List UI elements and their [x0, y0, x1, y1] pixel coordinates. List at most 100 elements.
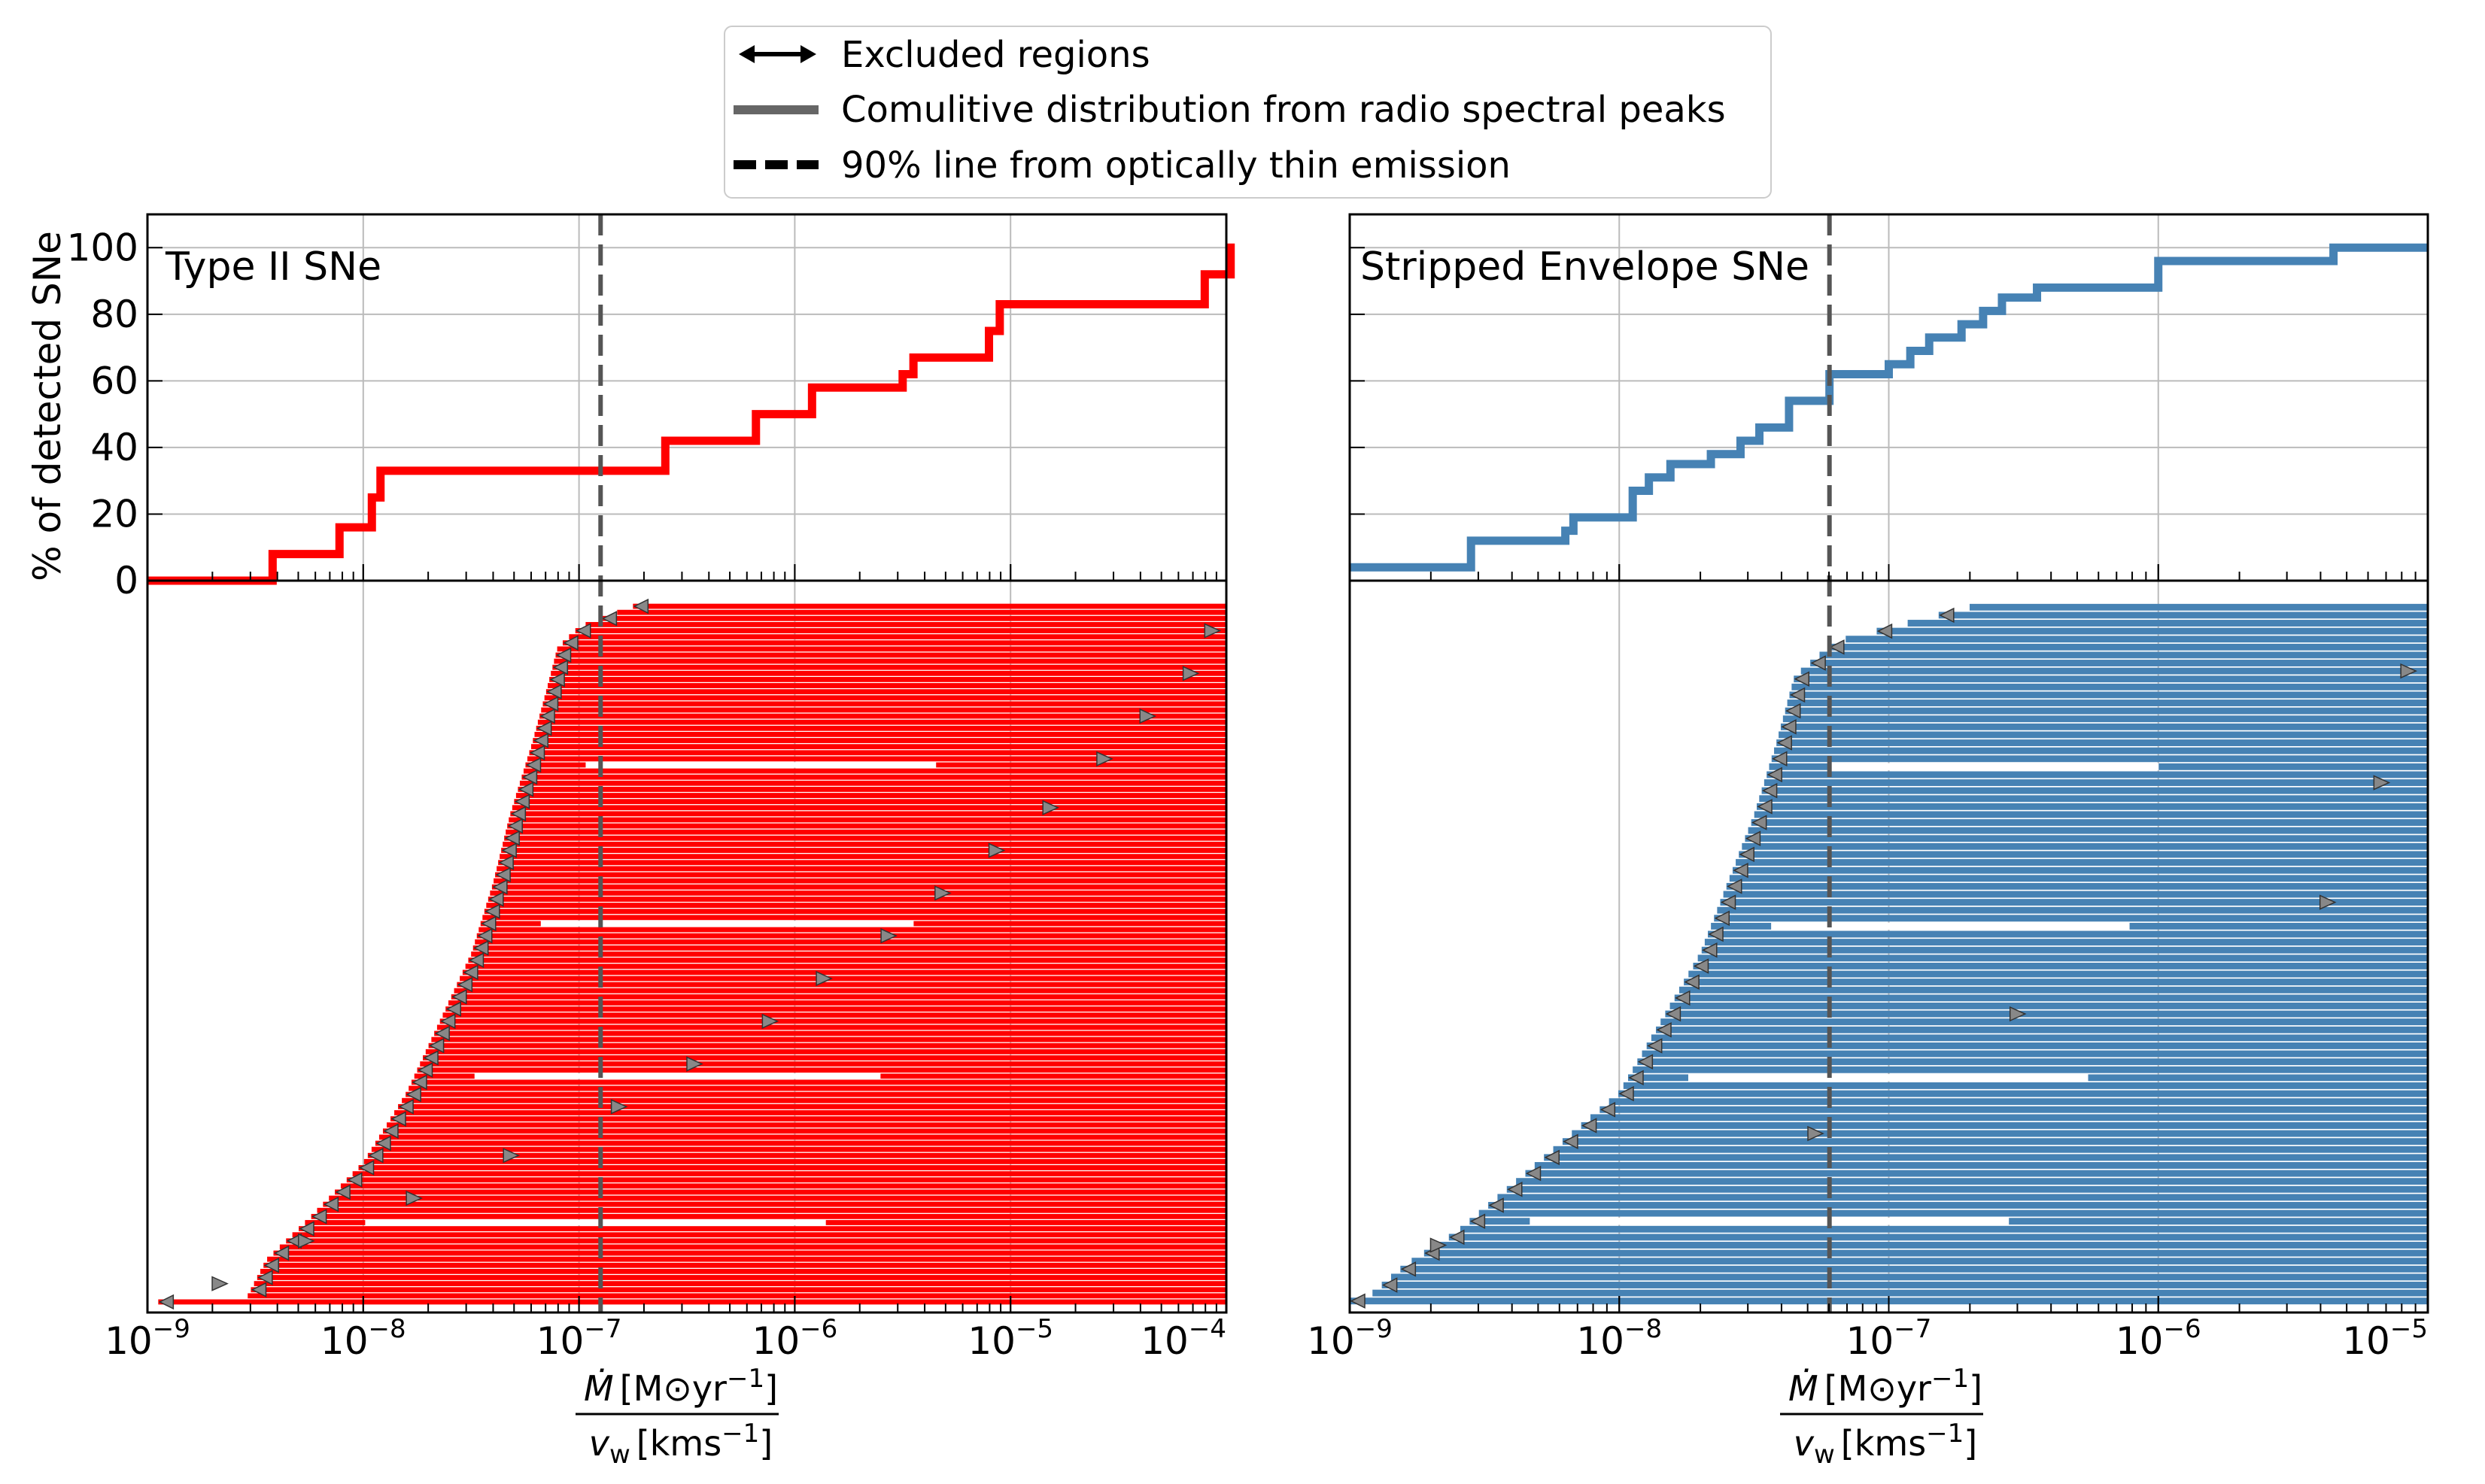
- upper-limit-bar: [548, 683, 1226, 688]
- upper-limit-bar: [1633, 1066, 2428, 1073]
- upper-limit-bar: [1488, 1202, 2428, 1209]
- left-arrow-marker: [533, 733, 549, 748]
- left-arrow-marker: [1714, 910, 1730, 927]
- right-arrow-marker: [610, 1099, 628, 1115]
- upper-limit-bar: [248, 1293, 1226, 1299]
- upper-limit-bar: [406, 1091, 1226, 1097]
- upper-limit-bar: [484, 909, 1226, 915]
- x-tick-label: 10−8: [320, 1314, 406, 1363]
- left-arrow-marker: [576, 623, 591, 639]
- left-arrow-marker: [514, 794, 530, 809]
- x-axis-label-right: Ṁ [M⊙yr−1] vw [kms−1]: [1780, 1364, 1983, 1470]
- left-arrow-marker: [473, 940, 489, 956]
- y-tick-label: 20: [90, 492, 138, 536]
- upper-limit-bar: [460, 976, 1226, 982]
- left-arrow-marker: [1488, 1197, 1504, 1213]
- left-arrow-marker: [1939, 607, 1955, 624]
- upper-limit-bar: [529, 750, 1226, 756]
- upper-limit-bar: [498, 860, 1226, 866]
- x-label-numerator: Ṁ [M⊙yr−1]: [1788, 1364, 1982, 1409]
- upper-limit-bar: [390, 1116, 1226, 1121]
- x-tick-label: 10−5: [968, 1314, 1053, 1363]
- x-tick-label: 10−8: [1576, 1314, 1662, 1363]
- upper-limit-bar: [1599, 1106, 2428, 1113]
- left-arrow-marker: [1789, 687, 1806, 703]
- upper-limit-bar: [363, 1158, 1226, 1164]
- cumulative-distribution-line: [147, 243, 1235, 585]
- upper-limit-bar: [491, 884, 1226, 890]
- upper-limit-bar: [1907, 620, 2428, 627]
- upper-limit-bar: [358, 1165, 1226, 1170]
- left-arrow-marker: [457, 976, 473, 993]
- upper-limit-bar: [409, 1085, 1226, 1091]
- right-arrow-marker: [211, 1276, 229, 1291]
- left-arrow-marker: [428, 1037, 445, 1054]
- upper-limit-bar: [1660, 1018, 2428, 1026]
- left-arrow-marker: [358, 1160, 375, 1176]
- left-arrow-marker: [1876, 623, 1893, 639]
- upper-limit-bar: [1736, 859, 2428, 866]
- gap-band: [1829, 763, 2159, 771]
- left-arrow-marker: [1525, 1165, 1542, 1182]
- upper-limit-bar: [471, 951, 1226, 957]
- x-tick-label: 10−7: [1846, 1314, 1932, 1363]
- left-arrow-marker: [477, 927, 493, 944]
- upper-limit-bar: [1846, 636, 2428, 643]
- limit-markers: [1350, 607, 2418, 1309]
- upper-limit-bar: [633, 603, 1226, 609]
- left-arrow-marker: [549, 672, 565, 687]
- left-arrow-marker: [488, 891, 504, 907]
- upper-limit-bar: [509, 817, 1226, 823]
- legend-label: 90% line from optically thin emission: [841, 144, 1511, 187]
- upper-limit-bar: [1761, 787, 2428, 794]
- upper-limit-bar: [1794, 675, 2428, 683]
- upper-limit-bar: [462, 970, 1226, 976]
- left-arrow-marker: [263, 1258, 279, 1273]
- upper-limit-bar: [428, 1042, 1226, 1049]
- upper-limit-bar: [1516, 1178, 2428, 1185]
- upper-limit-bar: [386, 1122, 1226, 1128]
- upper-limit-bar: [1553, 1146, 2428, 1153]
- y-axis-label: % of detected SNe: [26, 231, 69, 581]
- left-arrow-marker: [251, 1282, 267, 1297]
- right-arrow-marker: [988, 842, 1006, 858]
- left-arrow-marker: [1733, 862, 1748, 879]
- upper-limit-bar: [1771, 755, 2428, 763]
- left-arrow-marker: [311, 1209, 327, 1225]
- upper-limit-bar: [486, 903, 1226, 909]
- upper-limit-bar: [1756, 803, 2428, 810]
- left-arrow-marker: [1761, 782, 1778, 799]
- upper-limit-bar: [1780, 723, 2428, 730]
- left-arrow-marker: [434, 1025, 450, 1042]
- upper-limit-bar: [1646, 1042, 2428, 1049]
- upper-limit-bar: [507, 823, 1226, 829]
- x-label-denominator: vw [kms−1]: [1794, 1419, 1978, 1470]
- upper-limit-bar: [1448, 1234, 2428, 1241]
- left-arrow-marker: [1684, 974, 1700, 990]
- right-arrow-marker: [880, 928, 898, 944]
- left-arrow-marker: [1810, 655, 1826, 671]
- left-arrow-marker: [1449, 1229, 1465, 1246]
- upper-limit-bar: [451, 994, 1226, 1000]
- left-arrow-marker: [1708, 926, 1724, 942]
- left-arrow-marker: [1350, 1293, 1366, 1309]
- upper-limit-bar: [1748, 827, 2428, 834]
- right-arrow-marker: [816, 970, 833, 987]
- upper-limit-bar: [1651, 1034, 2428, 1042]
- upper-limit-bar: [1708, 930, 2428, 938]
- left-arrow-marker: [546, 684, 562, 700]
- upper-limit-bar: [1779, 731, 2428, 739]
- upper-limit-bar: [575, 628, 1226, 633]
- upper-limit-bar: [1609, 1098, 2428, 1106]
- upper-limit-bar: [1460, 1225, 2428, 1233]
- upper-limit-bar: [601, 615, 1226, 621]
- upper-limit-bar: [1678, 986, 2428, 994]
- left-arrow-marker: [273, 1245, 290, 1261]
- upper-limit-bar: [1774, 747, 2428, 754]
- upper-limit-bar: [378, 1134, 1226, 1140]
- right-arrow-marker: [1139, 708, 1157, 724]
- upper-limit-bar: [1701, 946, 2428, 954]
- upper-limit-bar: [1732, 866, 2428, 874]
- upper-limit-bar: [542, 701, 1226, 707]
- x-tick-label: 10−9: [105, 1314, 190, 1363]
